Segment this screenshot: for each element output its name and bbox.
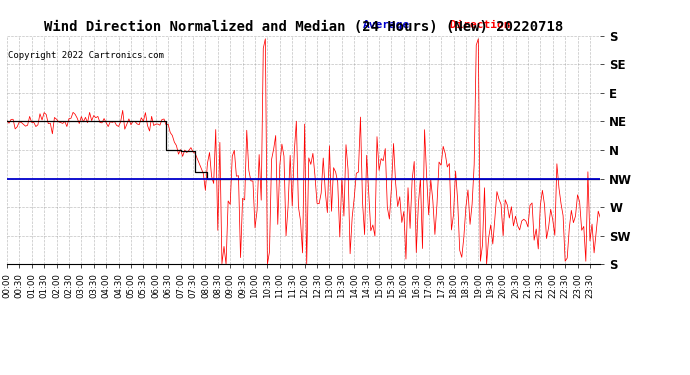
Text: Average: Average [363,20,410,30]
Text: Direction: Direction [443,20,511,30]
Title: Wind Direction Normalized and Median (24 Hours) (New) 20220718: Wind Direction Normalized and Median (24… [44,21,563,34]
Text: Copyright 2022 Cartronics.com: Copyright 2022 Cartronics.com [8,51,164,60]
